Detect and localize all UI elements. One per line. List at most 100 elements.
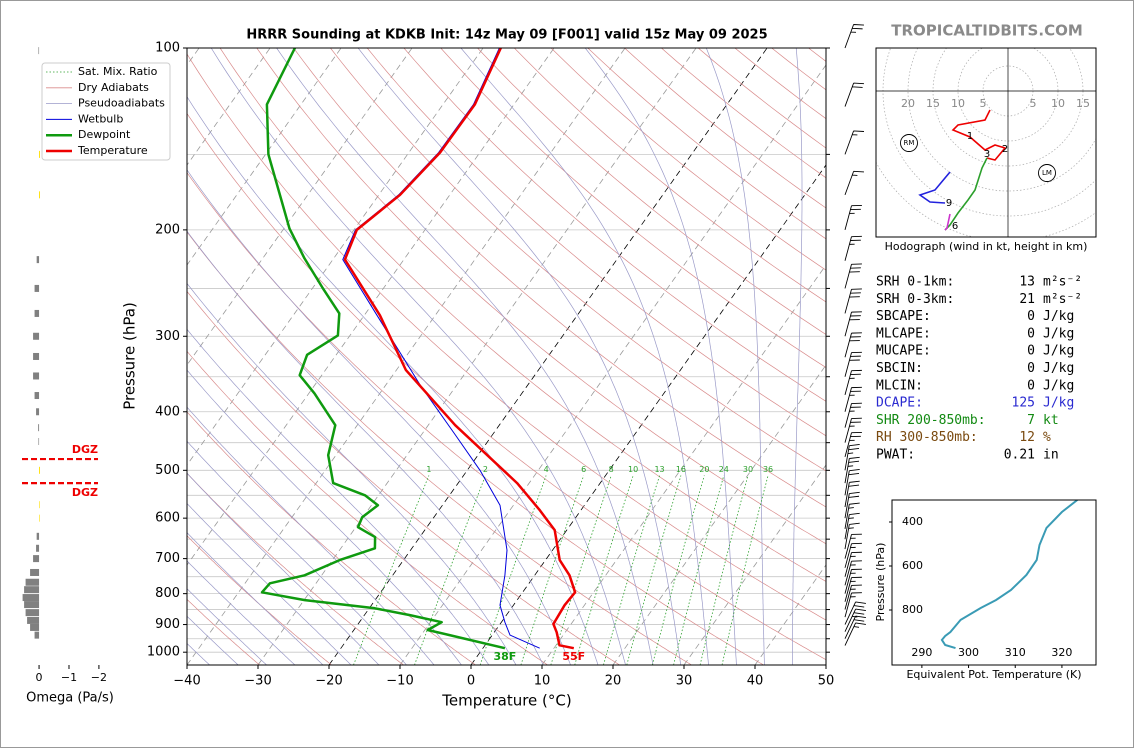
omega-bar xyxy=(33,332,40,340)
hodograph-tick-label: 20 xyxy=(901,97,915,110)
pseudoadiabat xyxy=(187,169,571,665)
parameter-label: SRH 0-1km: xyxy=(876,275,954,290)
parameter-label: MUCAPE: xyxy=(876,344,931,359)
hodograph-tick-label: 10 xyxy=(1051,97,1065,110)
theta-e-line xyxy=(940,500,1078,650)
omega-bar xyxy=(38,424,40,432)
x-tick-label: 0 xyxy=(36,671,43,684)
omega-bar xyxy=(34,631,40,639)
omega-bar xyxy=(24,586,40,594)
wind-barb xyxy=(844,263,862,289)
dry-adiabat xyxy=(187,598,260,665)
x-tick-label: 10 xyxy=(534,674,551,689)
wind-barb xyxy=(844,592,862,618)
legend-label: Dewpoint xyxy=(78,128,131,141)
pseudoadiabat xyxy=(187,282,517,665)
parameter-value: 13 xyxy=(1019,275,1035,290)
parameter-value: 0 xyxy=(1027,378,1035,393)
parameter-value: 7 xyxy=(1027,413,1035,428)
omega-bar xyxy=(22,594,40,602)
wind-barb xyxy=(844,431,862,457)
pseudoadiabat xyxy=(357,48,682,665)
surface-label: 38F xyxy=(494,650,517,663)
hodograph-tick-label: 15 xyxy=(1076,97,1090,110)
pseudoadiabat xyxy=(187,588,267,665)
x-tick-label: −40 xyxy=(173,674,200,689)
dry-adiabat xyxy=(187,350,548,665)
isotherm xyxy=(187,48,413,366)
x-tick-label: −2 xyxy=(91,671,107,684)
omega-bar xyxy=(27,616,40,624)
hodograph-caption: Hodograph (wind in kt, height in km) xyxy=(885,240,1088,253)
pseudoadiabat xyxy=(187,369,462,665)
parameters: SRH 0-1km: 13 m²s⁻² SRH 0-3km: 21 m²s⁻² SBCAPE… xyxy=(876,275,1082,463)
omega-bar xyxy=(39,150,40,158)
mixing-ratio-label: 16 xyxy=(676,465,686,474)
dry-adiabat xyxy=(187,472,404,665)
pseudoadiabat xyxy=(187,560,296,665)
mixing-ratio-label: 8 xyxy=(609,465,614,474)
height-label: 3 xyxy=(984,149,990,160)
pseudoadiabat xyxy=(187,230,544,665)
mixing-ratio-label: 36 xyxy=(763,465,773,474)
pseudoadiabat xyxy=(187,472,380,665)
pseudoadiabat xyxy=(460,48,709,665)
y-tick-label: 800 xyxy=(902,603,923,616)
mixing-ratio-line xyxy=(414,475,486,665)
legend: Sat. Mix. Ratio Dry Adiabats Pseudoadiabat… xyxy=(41,62,171,161)
dry-adiabat xyxy=(187,53,826,621)
y-tick-label: 400 xyxy=(902,515,923,528)
pseudoadiabat xyxy=(187,96,599,665)
wind-barb xyxy=(844,351,862,377)
height-label: 1 xyxy=(967,131,973,142)
parameter-unit: in xyxy=(1043,448,1059,463)
series-layer xyxy=(260,48,577,650)
legend-box xyxy=(41,62,171,161)
pseudoadiabat xyxy=(187,615,239,665)
dry-adiabat xyxy=(330,48,826,472)
pseudoadiabat xyxy=(187,502,352,665)
y-tick-label: 300 xyxy=(155,329,180,344)
wind-barb xyxy=(844,170,864,195)
pseudoadiabat xyxy=(187,532,324,665)
pseudoadiabat xyxy=(584,48,737,665)
wind-barb xyxy=(844,584,862,610)
wind-barb xyxy=(844,533,862,559)
wind-barb xyxy=(844,512,860,540)
wind-barb xyxy=(844,622,866,646)
omega-bar xyxy=(30,623,40,631)
parameter-label: SRH 0-3km: xyxy=(876,292,954,307)
pseudoadiabat xyxy=(187,328,490,665)
parameter-label: SBCAPE: xyxy=(876,309,931,324)
mixing-ratio-label: 30 xyxy=(743,465,753,474)
wind-barb xyxy=(844,551,862,577)
height-label: 6 xyxy=(952,221,958,232)
pseudoadiabat xyxy=(792,48,803,665)
mixing-ratio-label: 4 xyxy=(544,465,549,474)
isotherm xyxy=(187,48,555,566)
y-tick-label: 200 xyxy=(155,222,180,237)
wind-barb xyxy=(844,82,864,107)
legend-label: Temperature xyxy=(77,144,148,157)
isotherm xyxy=(187,48,271,166)
legend-label: Sat. Mix. Ratio xyxy=(78,65,158,78)
hodograph-tick-label: 5 xyxy=(1030,97,1037,110)
dry-adiabat xyxy=(514,48,826,303)
height-label: 2 xyxy=(1002,144,1008,155)
parameter-label: SBCIN: xyxy=(876,361,923,376)
wind-barb xyxy=(844,491,860,519)
wind-barb xyxy=(844,522,860,550)
omega-bar xyxy=(30,568,40,576)
x-tick-label: −10 xyxy=(386,674,413,689)
wind-barb xyxy=(844,130,864,155)
parameter-unit: J/kg xyxy=(1043,361,1074,376)
hodograph-trace xyxy=(951,109,1007,161)
y-tick-label: 500 xyxy=(155,463,180,478)
parameter-label: MLCIN: xyxy=(876,378,923,393)
parameter-unit: m²s⁻² xyxy=(1043,275,1082,290)
mixing-ratio-label: 24 xyxy=(719,465,729,474)
wind-barb xyxy=(844,615,866,639)
x-tick-label: −20 xyxy=(315,674,342,689)
y-tick-label: 400 xyxy=(155,404,180,419)
